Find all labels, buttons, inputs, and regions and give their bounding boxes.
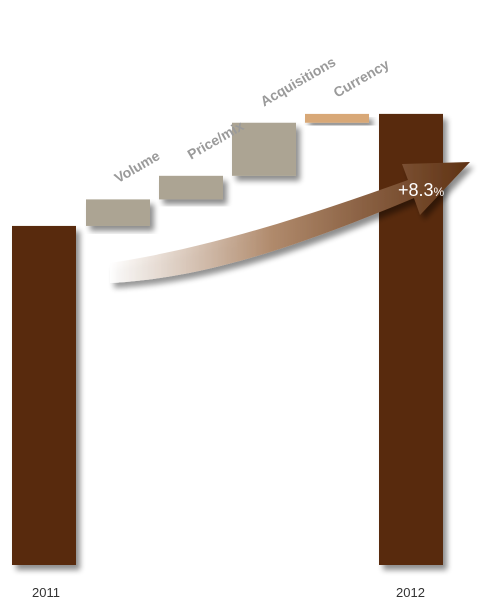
bar-acquisitions — [232, 122, 296, 176]
bar-currency — [305, 113, 369, 123]
bar-2011 — [12, 225, 76, 565]
growth-label: +8.3% — [398, 180, 445, 200]
labels-group: 2011VolumePrice/mixAcquisitionsCurrency2… — [32, 53, 425, 600]
category-label-currency: Currency — [331, 56, 392, 101]
growth-arrow-group: +8.3% — [110, 162, 470, 283]
growth-arrow — [110, 162, 470, 283]
growth-label-number: +8.3 — [398, 180, 434, 200]
category-label-volume: Volume — [112, 147, 163, 186]
bar-volume — [86, 199, 150, 226]
x-label-2011: 2011 — [32, 585, 60, 600]
x-label-2012: 2012 — [396, 585, 425, 600]
category-label-acquisitions: Acquisitions — [258, 53, 339, 109]
growth-label-unit: % — [434, 185, 445, 199]
bar-price-mix — [159, 175, 223, 200]
bars-group — [12, 113, 443, 565]
